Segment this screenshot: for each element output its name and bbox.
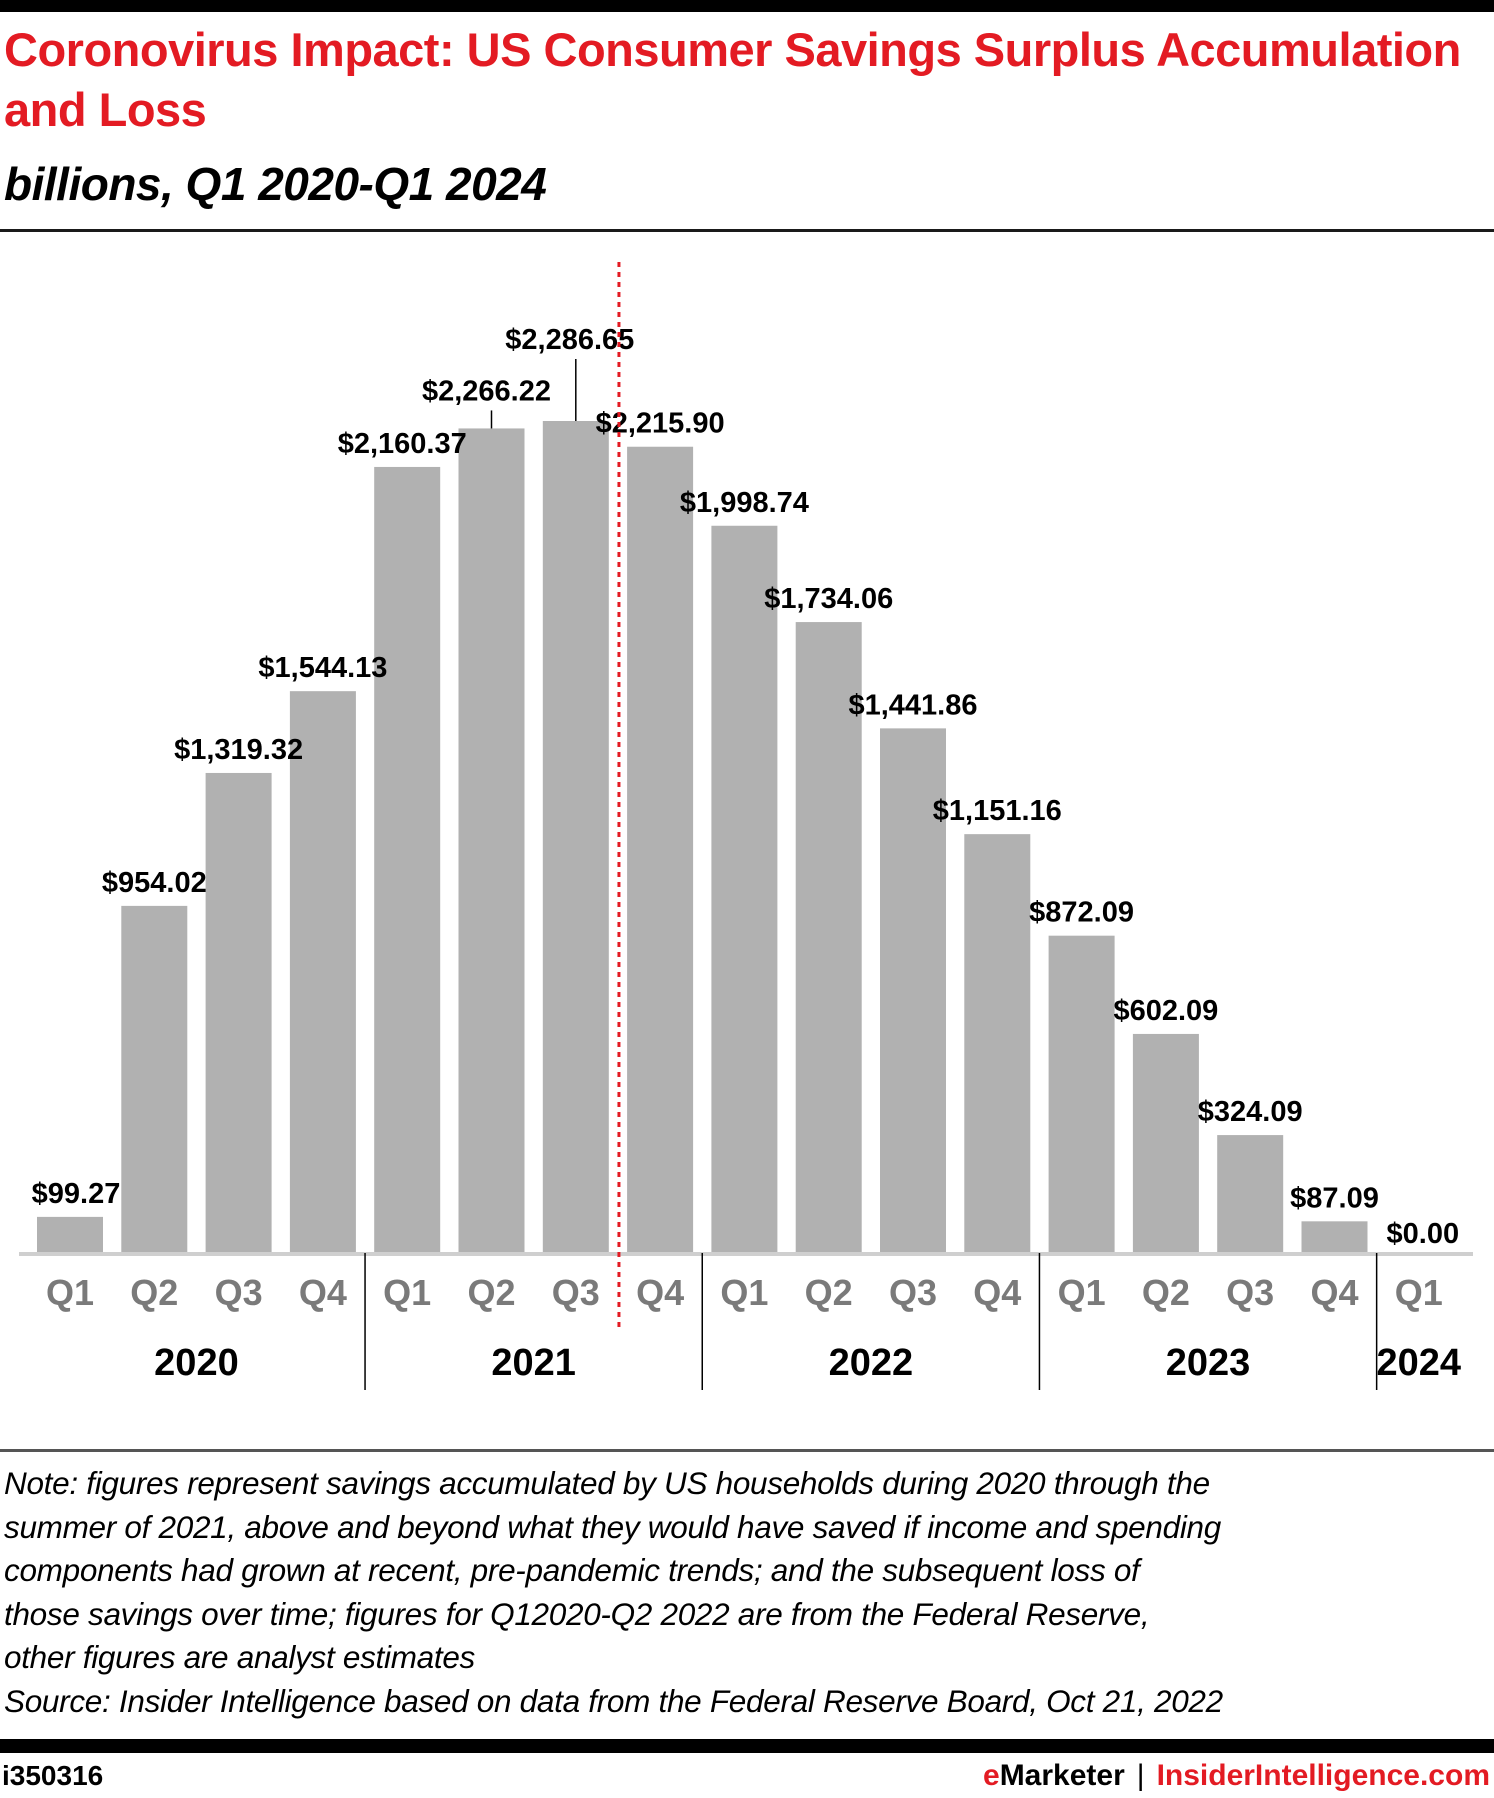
bar-q3-2020	[205, 772, 272, 1253]
year-label: 2021	[491, 1342, 576, 1384]
quarter-tick-label: Q3	[1226, 1272, 1274, 1313]
bar-q4-2021	[627, 446, 694, 1254]
chart-title: Coronovirus Impact: US Consumer Savings …	[4, 23, 1461, 136]
top-bar	[0, 0, 1494, 12]
note-line: those savings over time; figures for Q12…	[4, 1595, 1150, 1632]
quarter-tick-label: Q3	[889, 1272, 937, 1313]
quarter-tick-label: Q1	[1395, 1272, 1443, 1313]
quarter-tick-label: Q2	[467, 1272, 515, 1313]
note-line: Note: figures represent savings accumula…	[4, 1465, 1210, 1501]
quarter-tick-label: Q1	[46, 1272, 94, 1313]
data-label: $602.09	[1113, 995, 1218, 1027]
data-label: $0.00	[1387, 1218, 1460, 1250]
data-label: $2,286.65	[505, 324, 634, 356]
quarter-tick-label: Q3	[215, 1272, 263, 1313]
quarter-tick-label: Q1	[383, 1272, 431, 1313]
note-divider	[0, 1449, 1494, 1452]
bar-q3-2021	[542, 421, 609, 1253]
footer-brand: eMarketer | InsiderIntelligence.com	[983, 1758, 1490, 1794]
emarketer-logo-text: Marketer	[999, 1759, 1125, 1792]
bar-q2-2020	[121, 905, 188, 1253]
bar-q1-2022	[711, 525, 778, 1253]
bar-q2-2022	[795, 622, 862, 1253]
bar-q4-2023	[1301, 1221, 1368, 1253]
emarketer-logo-e: e	[983, 1759, 1000, 1792]
header-divider	[0, 229, 1494, 232]
bar-q1-2023	[1048, 935, 1115, 1253]
data-label: $87.09	[1290, 1182, 1379, 1214]
bottom-bar	[0, 1739, 1494, 1753]
data-label: $1,441.86	[848, 689, 977, 721]
quarter-tick-label: Q1	[1058, 1272, 1106, 1313]
quarter-tick-label: Q2	[1142, 1272, 1190, 1313]
year-label: 2023	[1166, 1342, 1251, 1384]
bar-q3-2023	[1217, 1135, 1284, 1253]
quarter-tick-label: Q4	[973, 1272, 1021, 1313]
quarter-tick-label: Q2	[130, 1272, 178, 1313]
chart-id: i350316	[2, 1760, 104, 1791]
bar-q4-2022	[964, 834, 1031, 1253]
quarter-tick-label: Q4	[1310, 1272, 1358, 1313]
bar-q1-2020	[37, 1216, 103, 1253]
data-label: $2,266.22	[422, 375, 551, 407]
bar-q2-2023	[1132, 1033, 1199, 1253]
quarter-tick-label: Q2	[805, 1272, 853, 1313]
bar-chart: $99.27 $954.02 $1,319.32 $1,544.13 $2,160.37…	[19, 262, 1473, 1390]
year-label: 2020	[154, 1342, 239, 1384]
bar-q2-2021	[458, 428, 525, 1253]
data-label: $1,319.32	[174, 734, 303, 766]
data-label: $2,160.37	[338, 428, 467, 460]
data-label: $1,151.16	[933, 795, 1062, 827]
bars-layer	[37, 421, 1368, 1254]
emarketer-logo: eMarketer	[983, 1759, 1125, 1792]
year-label: 2024	[1377, 1342, 1462, 1384]
year-label: 2022	[829, 1342, 914, 1384]
data-label: $1,998.74	[680, 487, 809, 519]
bar-q1-2021	[374, 466, 441, 1253]
data-label: $872.09	[1029, 897, 1134, 929]
footer-separator: |	[1136, 1759, 1145, 1792]
note-block: Note: figures represent savings accumula…	[4, 1462, 1490, 1723]
source-line: Source: Insider Intelligence based on da…	[4, 1682, 1223, 1719]
chart-subtitle: billions, Q1 2020-Q1 2024	[4, 158, 547, 210]
bar-q3-2022	[880, 728, 946, 1253]
data-labels-layer: $99.27 $954.02 $1,319.32 $1,544.13 $2,160.37…	[32, 324, 1459, 1250]
note-line: other figures are analyst estimates	[4, 1639, 475, 1675]
insider-intelligence-link[interactable]: InsiderIntelligence.com	[1156, 1759, 1490, 1792]
bar-q4-2020	[289, 691, 356, 1253]
quarter-tick-label: Q4	[636, 1272, 684, 1313]
data-label: $99.27	[32, 1178, 121, 1210]
note-line: summer of 2021, above and beyond what th…	[4, 1508, 1221, 1545]
data-label: $954.02	[102, 867, 207, 899]
quarter-tick-label: Q1	[720, 1272, 768, 1313]
data-label: $1,544.13	[258, 652, 387, 684]
axis-layer: Q1 Q2 Q3 Q4 Q1 Q2 Q3 Q4 Q1 Q2 Q3 Q4 Q1 Q2 Q3 Q4 Q1 2020 20…	[19, 262, 1473, 1390]
data-label: $324.09	[1198, 1096, 1303, 1128]
note-line: components had grown at recent, pre-pand…	[4, 1552, 1140, 1588]
quarter-tick-label: Q3	[552, 1272, 600, 1313]
data-label: $1,734.06	[764, 583, 893, 615]
data-label: $2,215.90	[596, 408, 725, 440]
quarter-tick-label: Q4	[299, 1272, 347, 1313]
